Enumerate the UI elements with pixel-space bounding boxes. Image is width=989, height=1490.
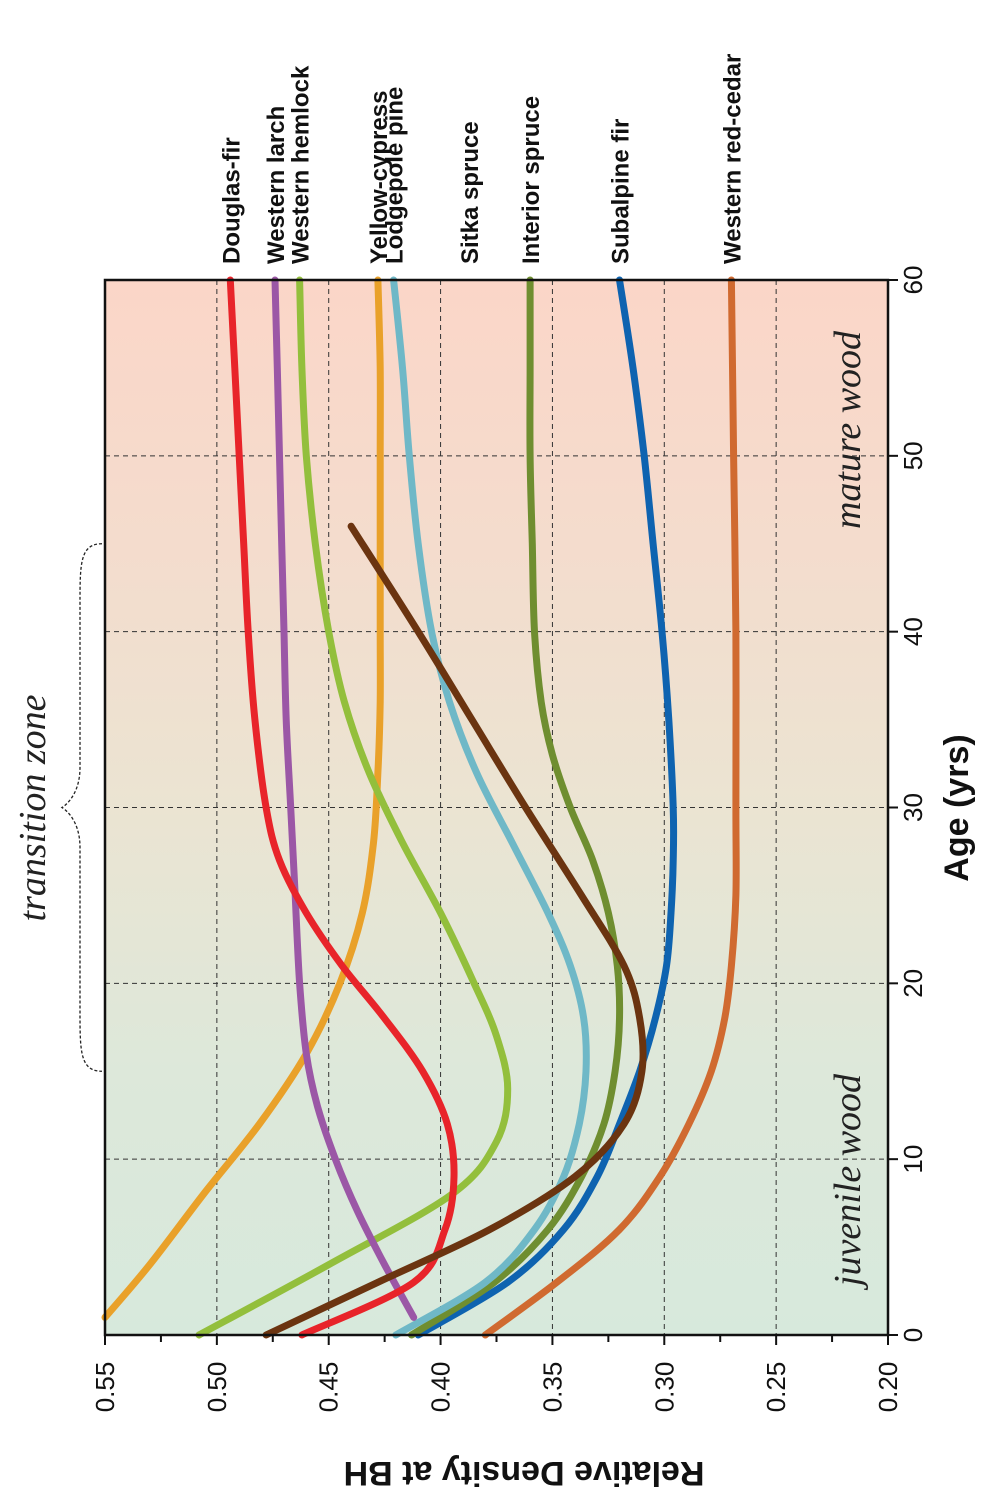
series-label-sitka-spruce: Sitka spruce [457, 121, 484, 264]
series-lines [101, 276, 740, 1339]
series-line-western-larch [271, 276, 418, 1321]
series-label-yellow-cypress: Yellow-cypress [366, 91, 393, 264]
x-tick-label: 60 [898, 266, 928, 295]
y-tick-label: 0.45 [314, 1362, 344, 1413]
x-tick-label: 0 [898, 1328, 928, 1342]
series-label-western-hemlock: Western hemlock [288, 65, 315, 264]
x-tick-label: 20 [898, 969, 928, 998]
series-line-sitka-spruce [262, 522, 647, 1339]
y-tick-label: 0.40 [426, 1362, 456, 1413]
series-label-subalpine-fir: Subalpine fir [608, 119, 635, 264]
x-tick-label: 10 [898, 1145, 928, 1174]
y-tick-label: 0.20 [873, 1362, 903, 1413]
series-line-western-red-cedar [481, 276, 740, 1339]
y-axis-title: Relative Density at BH [344, 1454, 705, 1490]
x-axis-title: Age (yrs) [938, 734, 976, 881]
y-tick-label: 0.35 [537, 1362, 567, 1413]
y-tick-label: 0.55 [90, 1362, 120, 1413]
series-label-western-red-cedar: Western red-cedar [719, 54, 746, 264]
mature-wood-label: mature wood [827, 330, 869, 529]
series-label-interior-spruce: Interior spruce [518, 96, 545, 264]
series-line-yellow-cypress [101, 276, 384, 1321]
y-tick-label: 0.50 [202, 1362, 232, 1413]
juvenile-wood-label: juvenile wood [827, 1073, 869, 1291]
x-tick-label: 40 [898, 617, 928, 646]
series-label-western-larch: Western larch [263, 106, 290, 264]
series-label-lodgepole-pine: Lodgepole pine [382, 87, 409, 264]
x-tick-label: 30 [898, 793, 928, 822]
series-line-interior-spruce [408, 276, 624, 1339]
y-tick-label: 0.30 [649, 1362, 679, 1413]
series-line-lodgepole-pine [390, 276, 590, 1339]
x-tick-label: 50 [898, 441, 928, 470]
series-line-douglas-fir [226, 276, 458, 1339]
transition-zone-brace [60, 543, 103, 1072]
transition-zone-label: transition zone [12, 694, 54, 921]
series-line-subalpine-fir [414, 276, 678, 1339]
axis-ticks: 0 10 20 30 40 50 60 0.55 0.50 0.45 0.40 0.35 0.30 0.2… [90, 266, 928, 1413]
y-tick-label: 0.25 [761, 1362, 791, 1413]
series-label-douglas-fir: Douglas-fir [218, 137, 245, 264]
